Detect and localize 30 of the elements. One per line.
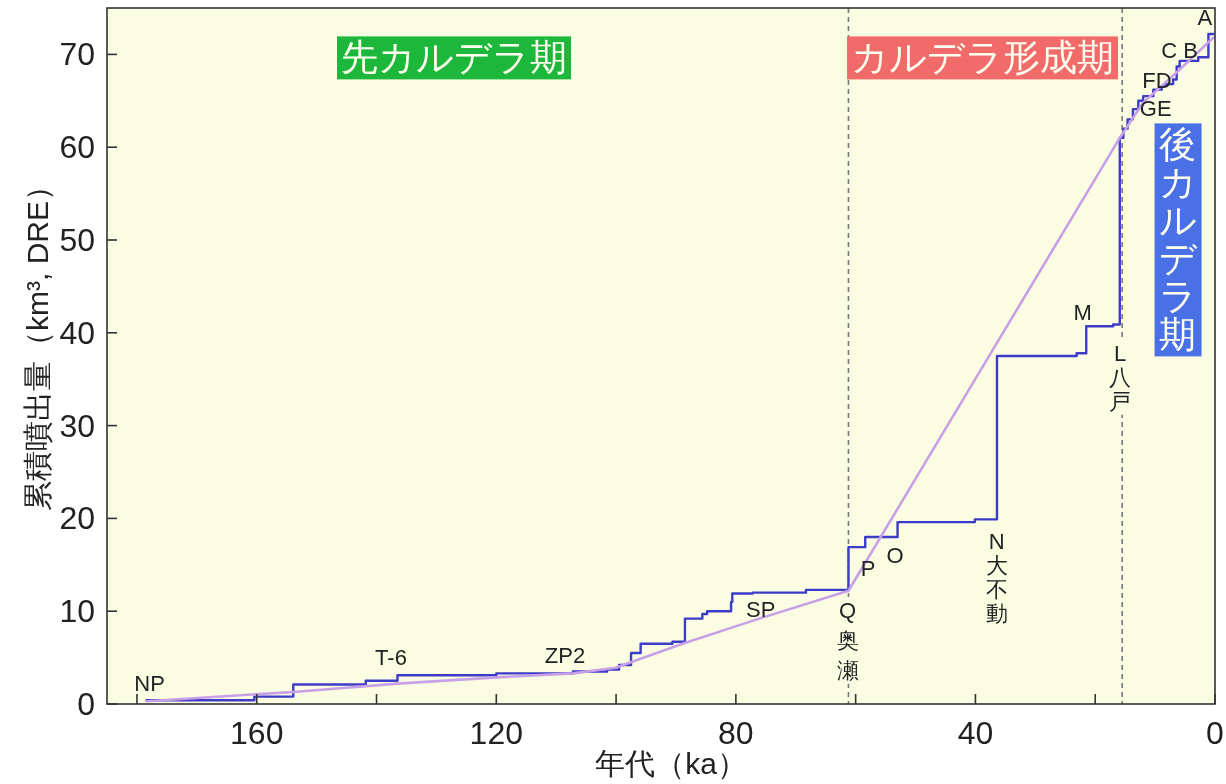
annotation: N大不動 (985, 529, 1008, 627)
annotation: P (860, 556, 876, 582)
annotation: SP (746, 597, 776, 623)
annotation: C B (1161, 37, 1198, 63)
y-tick-label: 40 (59, 314, 95, 351)
annotation: A (1197, 5, 1213, 31)
y-tick-label: 10 (59, 593, 95, 630)
annotation: カルデラ形成期 (847, 36, 1119, 80)
y-axis-title: 累積噴出量（km³, DRE） (21, 171, 54, 511)
annotation: 先カルデラ期 (337, 36, 572, 80)
annotation: T-6 (375, 644, 407, 670)
annotation: FD (1142, 68, 1172, 94)
y-tick-label: 20 (59, 500, 95, 537)
y-tick-label: 60 (59, 129, 95, 166)
annotation: GE (1139, 95, 1172, 121)
x-tick-label: 40 (957, 715, 994, 751)
x-tick-label: 120 (469, 715, 523, 751)
y-tick-label: 0 (77, 686, 95, 722)
annotation: 後カルデラ期 (1154, 123, 1202, 357)
y-tick-label: 30 (59, 407, 95, 444)
y-tick-label: 70 (59, 36, 95, 73)
annotation: L八戸 (1109, 340, 1132, 414)
annotation: NP (134, 670, 165, 696)
annotation: O (886, 543, 904, 569)
x-tick-label: 0 (1206, 715, 1224, 751)
x-tick-label: 160 (230, 715, 284, 751)
y-tick-label: 50 (59, 222, 95, 258)
annotation: M (1073, 300, 1092, 326)
annotation: ZP2 (544, 642, 586, 668)
annotation: Q奥瀬 (836, 597, 859, 683)
